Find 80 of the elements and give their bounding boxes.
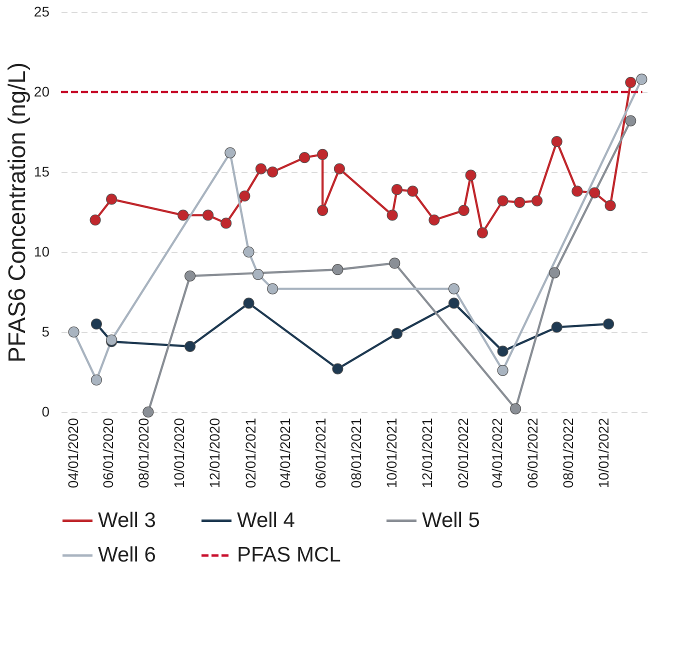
point <box>184 270 196 282</box>
y-tick-label: 15 <box>34 164 50 180</box>
legend-label: Well 6 <box>98 544 156 566</box>
point <box>255 163 267 174</box>
point <box>202 210 214 221</box>
x-tick-label: 04/01/2020 <box>64 418 81 488</box>
point <box>239 190 250 202</box>
x-tick-label: 04/01/2022 <box>489 418 506 488</box>
y-tick-label: 20 <box>34 84 50 100</box>
point <box>334 163 345 174</box>
x-tick-label: 10/01/2022 <box>596 418 612 488</box>
point <box>625 76 636 88</box>
x-tick-label: 10/01/2021 <box>383 418 400 488</box>
point <box>548 267 560 278</box>
y-tick-label: 0 <box>42 404 50 420</box>
legend-label: Well 3 <box>98 508 156 532</box>
x-tick-label: 12/01/2020 <box>206 418 223 488</box>
y-axis-title: PFAS6 Concentration (ng/L) <box>4 62 31 363</box>
point <box>497 364 508 376</box>
point <box>391 184 403 196</box>
x-tick-label: 08/01/2022 <box>560 418 576 488</box>
point <box>267 166 278 178</box>
point <box>389 258 400 269</box>
point <box>90 374 102 386</box>
point <box>332 363 344 374</box>
x-tick-label: 04/01/2021 <box>276 418 293 488</box>
point <box>90 214 101 226</box>
x-tick-label: 02/01/2022 <box>454 418 471 488</box>
point <box>636 74 648 85</box>
x-tick-label: 08/01/2021 <box>348 418 364 488</box>
legend-label: PFAS MCL <box>237 544 341 566</box>
point <box>220 218 232 229</box>
point <box>332 264 344 276</box>
point <box>514 196 526 208</box>
point <box>142 406 154 418</box>
point <box>106 194 118 205</box>
legend-label: Well 5 <box>422 508 480 532</box>
point <box>625 115 636 126</box>
point <box>391 328 403 340</box>
point <box>68 326 80 338</box>
y-tick-label: 5 <box>42 324 50 340</box>
point <box>448 298 460 309</box>
point <box>243 246 254 258</box>
x-tick-label: 06/01/2022 <box>524 418 541 488</box>
point <box>476 227 488 238</box>
point <box>428 214 440 226</box>
y-tick-label: 25 <box>34 4 50 20</box>
x-tick-label: 10/01/2020 <box>171 418 188 488</box>
point <box>386 210 398 221</box>
point <box>90 318 102 330</box>
point <box>224 147 236 158</box>
point <box>299 152 310 164</box>
x-tick-label: 12/01/2021 <box>418 418 435 488</box>
point <box>497 346 508 357</box>
point <box>448 283 460 294</box>
point <box>532 195 543 206</box>
point <box>178 210 189 221</box>
x-tick-label: 06/01/2020 <box>100 418 116 488</box>
x-tick-label: 08/01/2020 <box>136 418 152 488</box>
point <box>184 340 196 352</box>
point <box>604 200 616 212</box>
point <box>497 195 508 206</box>
y-tick-label: 10 <box>34 244 50 260</box>
point <box>243 298 254 309</box>
point <box>551 322 562 333</box>
point <box>465 170 476 181</box>
point <box>252 268 264 280</box>
point <box>551 136 562 148</box>
x-tick-label: 06/01/2021 <box>312 418 328 488</box>
point <box>317 204 328 216</box>
x-tick-label: 02/01/2021 <box>242 418 259 488</box>
point <box>317 148 328 160</box>
point <box>267 283 278 294</box>
point <box>572 186 583 197</box>
point <box>458 204 470 216</box>
point <box>510 403 522 414</box>
point <box>603 318 614 330</box>
point <box>589 187 600 198</box>
point <box>407 186 418 197</box>
legend-label: Well 4 <box>237 508 296 532</box>
